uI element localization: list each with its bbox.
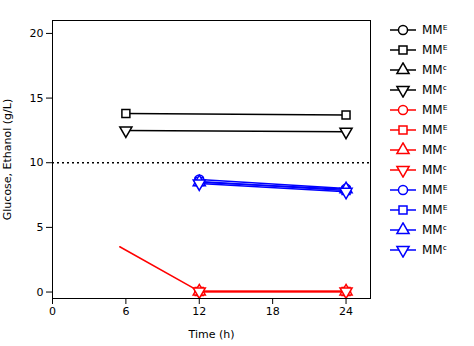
html-text:MMᴱ: MMᴱ <box>422 123 448 137</box>
svg-text:5: 5 <box>37 221 44 234</box>
html-text:MMᶜ: MMᶜ <box>422 243 448 257</box>
svg-text:Glucose, Ethanol (g/L): Glucose, Ethanol (g/L) <box>1 99 14 220</box>
html-text:MMᶜ: MMᶜ <box>422 143 448 157</box>
html-text:MMᴱ: MMᴱ <box>422 183 448 197</box>
svg-text:20: 20 <box>30 27 44 40</box>
html-text:MMᶜ: MMᶜ <box>422 83 448 97</box>
svg-text:24: 24 <box>339 305 353 318</box>
svg-text:15: 15 <box>30 92 44 105</box>
svg-text:12: 12 <box>192 305 206 318</box>
html-text:MMᴱ: MMᴱ <box>422 203 448 217</box>
svg-text:0: 0 <box>49 305 56 318</box>
svg-text:10: 10 <box>30 156 44 169</box>
svg-text:6: 6 <box>122 305 129 318</box>
svg-text:Time (h): Time (h) <box>188 328 235 341</box>
html-text:MMᴱ: MMᴱ <box>422 103 448 117</box>
svg-text:0: 0 <box>37 286 44 299</box>
html-text:MMᶜ: MMᶜ <box>422 63 448 77</box>
html-text:MMᶜ: MMᶜ <box>422 223 448 237</box>
svg-text:18: 18 <box>266 305 280 318</box>
html-text:MMᴱ: MMᴱ <box>422 23 448 37</box>
html-text:MMᴱ: MMᴱ <box>422 43 448 57</box>
html-text:MMᶜ: MMᶜ <box>422 163 448 177</box>
